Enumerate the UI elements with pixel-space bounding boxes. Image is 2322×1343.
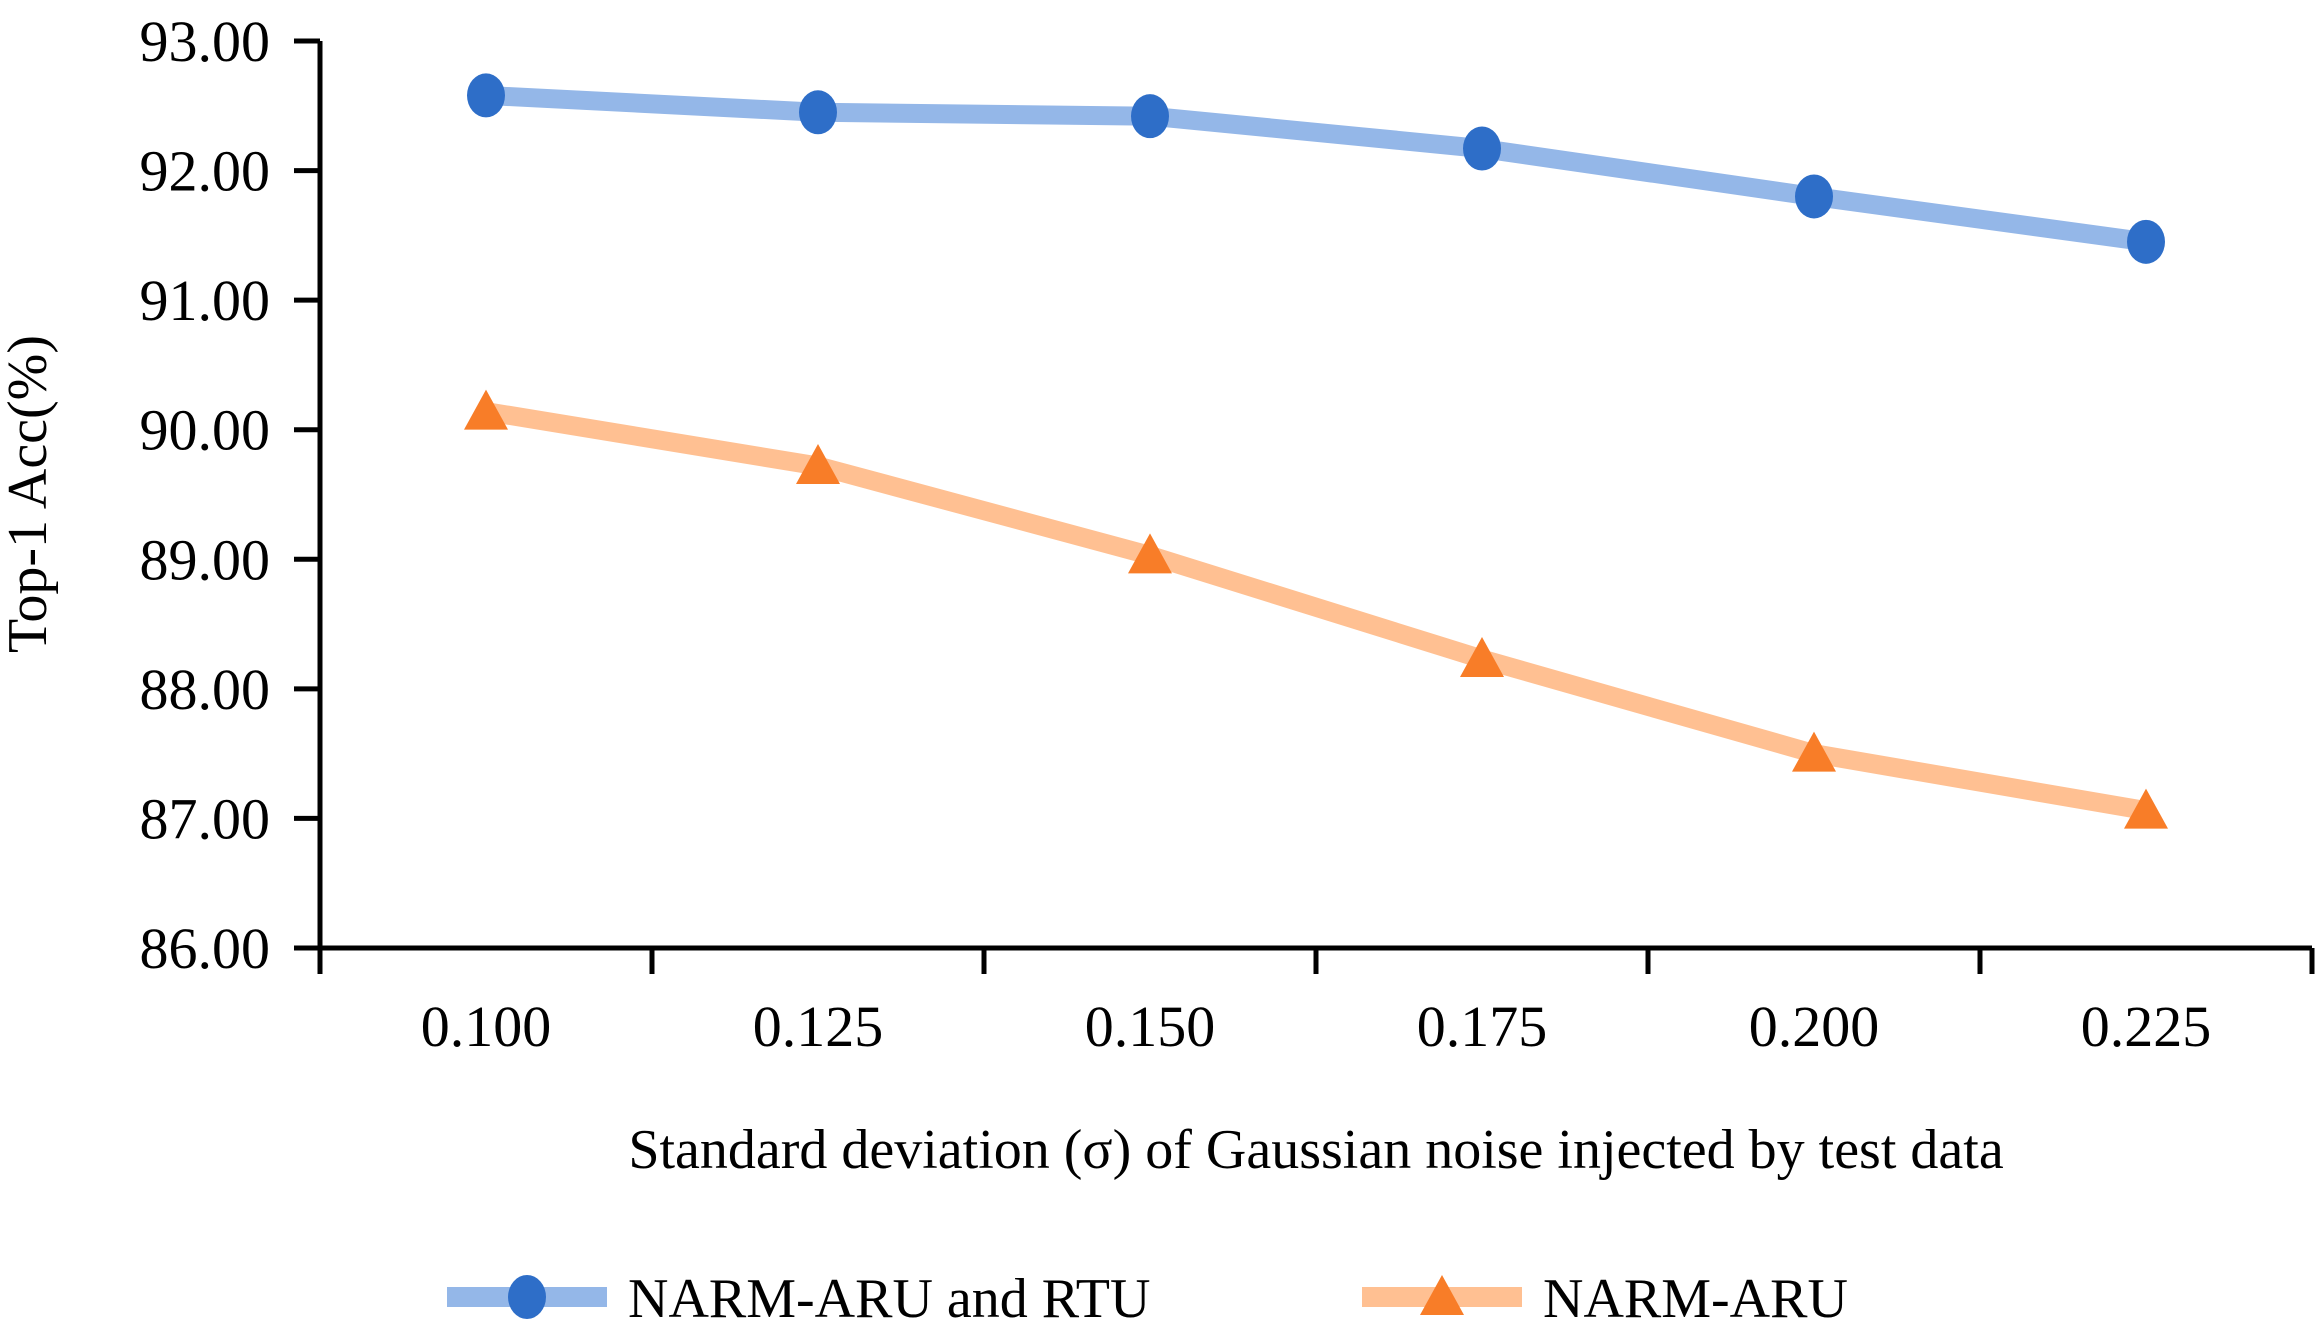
data-point-narm-aru-and-rtu <box>467 73 505 118</box>
series-line-narm-aru <box>476 402 2156 821</box>
x-tick-label: 0.200 <box>1749 994 1880 1059</box>
data-point-narm-aru-and-rtu <box>1795 174 1833 219</box>
x-tick-label: 0.175 <box>1417 994 1548 1059</box>
x-tick-label: 0.225 <box>2081 994 2212 1059</box>
data-point-narm-aru <box>1792 731 1836 772</box>
x-tick-label: 0.125 <box>753 994 884 1059</box>
y-axis-title: Top-1 Acc(%) <box>0 335 59 653</box>
legend: NARM-ARU and RTU NARM-ARU <box>447 1268 1848 1330</box>
series-group <box>464 73 2168 829</box>
series-line-narm-aru-and-rtu <box>476 85 2156 252</box>
legend-item-narm-aru: NARM-ARU <box>1362 1268 1848 1330</box>
data-point-narm-aru-and-rtu <box>799 90 837 135</box>
data-point-narm-aru <box>2124 788 2168 829</box>
y-tick-label: 89.00 <box>140 527 271 592</box>
legend-item-narm-aru-and-rtu: NARM-ARU and RTU <box>447 1268 1150 1330</box>
data-point-narm-aru <box>464 389 508 430</box>
y-tick-label: 88.00 <box>140 657 271 722</box>
data-point-narm-aru-and-rtu <box>1463 126 1501 171</box>
y-tick-label: 92.00 <box>140 139 271 204</box>
data-point-narm-aru-and-rtu <box>2127 219 2165 264</box>
legend-label-narm-aru: NARM-ARU <box>1543 1268 1848 1330</box>
y-tick-label: 93.00 <box>140 9 271 74</box>
data-point-narm-aru <box>1128 533 1172 574</box>
data-point-narm-aru <box>1460 637 1504 678</box>
axis-lines <box>317 41 2312 951</box>
y-tick-label: 91.00 <box>140 268 271 333</box>
y-tick-label: 90.00 <box>140 398 271 463</box>
legend-marker-narm-aru-and-rtu <box>508 1275 546 1319</box>
y-tick-label: 87.00 <box>140 786 271 851</box>
axes: 86.00 87.00 88.00 89.00 90.00 91.00 92.00 93.00… <box>140 9 2315 1059</box>
data-point-narm-aru-and-rtu <box>1131 94 1169 139</box>
x-axis-title: Standard deviation (σ) of Gaussian noise… <box>628 1119 2004 1181</box>
data-point-narm-aru <box>796 443 840 484</box>
x-tick-label: 0.100 <box>421 994 552 1059</box>
x-tick-label: 0.150 <box>1085 994 1216 1059</box>
legend-label-narm-aru-and-rtu: NARM-ARU and RTU <box>628 1268 1150 1330</box>
y-tick-label: 86.00 <box>140 916 271 981</box>
legend-marker-narm-aru <box>1420 1275 1464 1315</box>
